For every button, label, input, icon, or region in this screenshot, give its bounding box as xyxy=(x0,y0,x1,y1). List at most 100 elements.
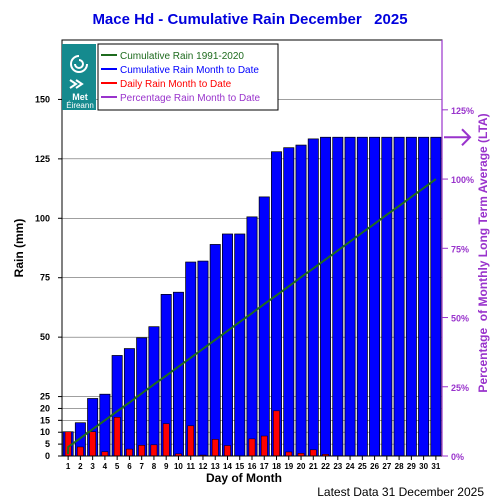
y-axis: 0 5 10 15 2025 50 75 100 125 150 xyxy=(35,94,62,461)
y-tick-label: 15 xyxy=(40,415,50,425)
legend-label: Cumulative Rain Month to Date xyxy=(120,65,259,76)
cumulative-bar xyxy=(99,393,111,457)
x-tick-label: 18 xyxy=(272,462,281,471)
daily-bar xyxy=(138,445,145,457)
y-tick-label: 25 xyxy=(40,392,50,402)
x-tick-label: 9 xyxy=(164,462,169,471)
cumulative-bar xyxy=(307,138,319,457)
x-tick-label: 2 xyxy=(78,462,83,471)
x-tick-label: 14 xyxy=(223,462,232,471)
x-tick-label: 22 xyxy=(321,462,330,471)
x-tick-label: 28 xyxy=(395,462,404,471)
x-tick-label: 8 xyxy=(152,462,157,471)
x-tick-label: 10 xyxy=(174,462,183,471)
y2-tick-label: 0% xyxy=(451,452,464,462)
x-axis-label: Day of Month xyxy=(206,471,282,485)
cumulative-bar xyxy=(405,136,417,457)
x-tick-label: 31 xyxy=(431,462,440,471)
daily-bar xyxy=(273,410,280,457)
cumulative-bar xyxy=(258,196,270,457)
x-tick-label: 12 xyxy=(199,462,208,471)
y2-axis-label: Percentage of Monthly Long Term Average … xyxy=(476,113,490,392)
y2-tick-label: 75% xyxy=(451,244,469,254)
legend-box xyxy=(97,43,279,111)
cumulative-bar xyxy=(430,136,442,457)
x-tick-label: 6 xyxy=(127,462,132,471)
percentage-arrow xyxy=(444,128,472,146)
x-tick-label: 16 xyxy=(248,462,257,471)
logo-line2: Éireann xyxy=(66,101,94,110)
lta-line-group xyxy=(67,178,437,455)
lta-line xyxy=(67,178,437,455)
x-tick-label: 21 xyxy=(309,462,318,471)
cumulative-bar xyxy=(172,291,184,457)
y-tick-label: 5 xyxy=(45,439,50,449)
cumulative-bar xyxy=(209,244,221,457)
daily-bar xyxy=(260,435,268,457)
y2-tick-label: 100% xyxy=(451,175,474,185)
cumulative-bar xyxy=(148,326,160,457)
cumulative-bar xyxy=(369,136,381,457)
x-tick-label: 27 xyxy=(382,462,391,471)
x-tick-label: 30 xyxy=(419,462,428,471)
cumulative-bar xyxy=(234,233,246,457)
cumulative-bar xyxy=(393,136,405,457)
x-tick-label: 7 xyxy=(139,462,144,471)
x-tick-label: 24 xyxy=(346,462,355,471)
daily-bar xyxy=(150,444,158,457)
daily-bar xyxy=(113,417,121,457)
cumulative-bar xyxy=(295,144,307,457)
logo: Met Éireann xyxy=(62,44,96,110)
daily-bar xyxy=(211,439,219,457)
cumulative-bar xyxy=(271,151,282,457)
cumulative-bar xyxy=(222,233,233,457)
x-tick-label: 13 xyxy=(211,462,220,471)
y-tick-label: 100 xyxy=(35,213,50,223)
x-axis: 1 2 3 4 5 6 7 8 9 10 11 12 13 14 15 16 17 18 19 20 21 22 23 24 2… xyxy=(66,456,441,471)
daily-bar xyxy=(285,451,293,457)
cumulative-bar xyxy=(246,216,258,457)
x-tick-label: 5 xyxy=(115,462,120,471)
logo-line1: Met xyxy=(72,92,88,102)
daily-bar xyxy=(126,448,133,457)
cumulative-bar xyxy=(197,260,209,457)
y2-tick-label: 25% xyxy=(451,383,469,393)
daily-bar xyxy=(89,431,96,457)
x-tick-label: 3 xyxy=(90,462,95,471)
daily-bars xyxy=(64,410,329,457)
x-tick-label: 15 xyxy=(235,462,244,471)
daily-bar xyxy=(224,445,231,457)
y-tick-label: 150 xyxy=(35,94,50,104)
y-tick-label: 10 xyxy=(40,427,50,437)
x-tick-label: 1 xyxy=(66,462,71,471)
chart-title: Mace Hd - Cumulative Rain December 2025 xyxy=(92,11,407,28)
daily-bar xyxy=(77,446,84,457)
daily-bar xyxy=(187,425,195,457)
x-tick-label: 11 xyxy=(186,462,195,471)
y2-tick-label: 50% xyxy=(451,314,469,324)
x-tick-label: 29 xyxy=(407,462,416,471)
daily-bar xyxy=(248,438,256,457)
y-axis-label: Rain (mm) xyxy=(12,219,26,278)
x-tick-label: 20 xyxy=(297,462,306,471)
x-tick-label: 26 xyxy=(370,462,379,471)
legend-label: Daily Rain Month to Date xyxy=(120,79,232,90)
x-tick-label: 19 xyxy=(284,462,293,471)
daily-bar xyxy=(309,449,317,457)
percentage-marker xyxy=(444,128,472,146)
cumulative-bar xyxy=(344,136,356,457)
y2-tick-label: 125% xyxy=(451,106,474,116)
daily-bar xyxy=(101,451,109,457)
met-eireann-logo-icon xyxy=(69,55,88,89)
x-tick-label: 23 xyxy=(333,462,342,471)
x-tick-label: 25 xyxy=(358,462,367,471)
cumulative-bar xyxy=(320,136,332,457)
y2-axis: 0% 25% 50% 75% 100% 125% xyxy=(441,40,474,462)
x-tick-label: 4 xyxy=(103,462,108,471)
x-tick-label: 17 xyxy=(260,462,269,471)
y-tick-label: 20 xyxy=(40,403,50,413)
cumulative-bar xyxy=(332,136,344,457)
footer-latest-data: Latest Data 31 December 2025 xyxy=(317,485,484,499)
cumulative-bar xyxy=(356,136,368,457)
